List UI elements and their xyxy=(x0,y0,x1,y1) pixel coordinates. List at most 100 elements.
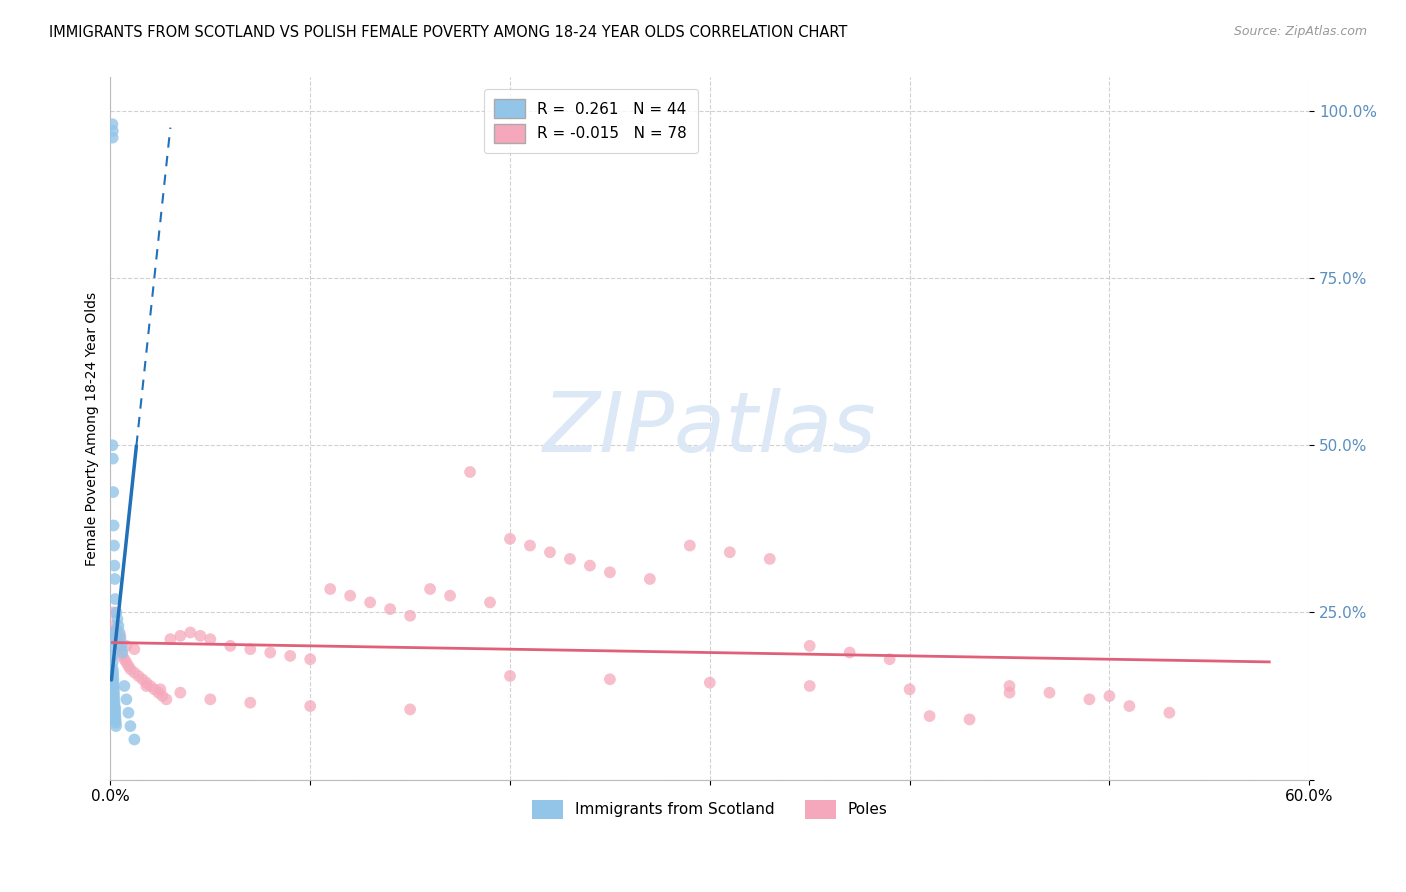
Point xyxy=(105,719,128,733)
Point xyxy=(149,682,172,697)
Point xyxy=(799,639,821,653)
Point xyxy=(239,696,262,710)
Point xyxy=(101,130,124,145)
Point xyxy=(103,675,125,690)
Point xyxy=(101,656,124,670)
Point xyxy=(135,675,157,690)
Point xyxy=(101,639,124,653)
Point xyxy=(115,639,138,653)
Point xyxy=(103,619,125,633)
Point xyxy=(419,582,441,596)
Point xyxy=(107,639,129,653)
Point xyxy=(1159,706,1181,720)
Text: IMMIGRANTS FROM SCOTLAND VS POLISH FEMALE POVERTY AMONG 18-24 YEAR OLDS CORRELAT: IMMIGRANTS FROM SCOTLAND VS POLISH FEMAL… xyxy=(49,25,848,40)
Point xyxy=(558,552,581,566)
Point xyxy=(110,632,132,647)
Point xyxy=(103,539,125,553)
Point xyxy=(579,558,602,573)
Point xyxy=(120,662,142,676)
Point xyxy=(103,689,125,703)
Point xyxy=(101,625,124,640)
Point xyxy=(159,632,181,647)
Point xyxy=(108,625,131,640)
Point xyxy=(103,682,125,697)
Point xyxy=(679,539,702,553)
Point xyxy=(104,706,127,720)
Text: ZIPatlas: ZIPatlas xyxy=(543,388,876,469)
Point xyxy=(124,642,146,657)
Point xyxy=(259,646,281,660)
Legend: Immigrants from Scotland, Poles: Immigrants from Scotland, Poles xyxy=(526,794,894,824)
Point xyxy=(599,566,621,580)
Point xyxy=(879,652,901,666)
Point xyxy=(110,629,132,643)
Point xyxy=(1038,686,1060,700)
Point xyxy=(1098,689,1121,703)
Point xyxy=(139,679,162,693)
Point xyxy=(104,572,127,586)
Point xyxy=(112,652,135,666)
Point xyxy=(499,669,522,683)
Point xyxy=(179,625,201,640)
Point xyxy=(200,692,222,706)
Point xyxy=(104,702,127,716)
Point xyxy=(103,485,125,500)
Point xyxy=(101,648,124,663)
Point xyxy=(103,558,125,573)
Point xyxy=(998,679,1021,693)
Point xyxy=(115,692,138,706)
Point xyxy=(169,686,191,700)
Point xyxy=(101,632,124,647)
Point xyxy=(169,629,191,643)
Point xyxy=(107,619,129,633)
Point xyxy=(104,700,127,714)
Point xyxy=(479,595,502,609)
Point xyxy=(117,706,139,720)
Point xyxy=(124,665,146,680)
Point xyxy=(107,612,129,626)
Point xyxy=(110,639,132,653)
Point xyxy=(998,686,1021,700)
Point xyxy=(101,451,124,466)
Y-axis label: Female Poverty Among 18-24 Year Olds: Female Poverty Among 18-24 Year Olds xyxy=(86,292,100,566)
Point xyxy=(439,589,461,603)
Point xyxy=(278,648,301,663)
Point xyxy=(101,124,124,138)
Point xyxy=(105,622,128,636)
Point xyxy=(638,572,661,586)
Point xyxy=(188,629,211,643)
Point xyxy=(143,682,166,697)
Point xyxy=(135,679,157,693)
Point xyxy=(1078,692,1101,706)
Point xyxy=(399,702,422,716)
Point xyxy=(103,518,125,533)
Point xyxy=(101,438,124,452)
Point xyxy=(699,675,721,690)
Point xyxy=(339,589,361,603)
Point xyxy=(599,673,621,687)
Point xyxy=(101,665,124,680)
Point xyxy=(838,646,860,660)
Point xyxy=(538,545,561,559)
Point xyxy=(120,719,142,733)
Point xyxy=(359,595,381,609)
Point xyxy=(458,465,481,479)
Point xyxy=(898,682,921,697)
Point xyxy=(758,552,780,566)
Point xyxy=(104,713,127,727)
Point xyxy=(155,692,177,706)
Point xyxy=(103,686,125,700)
Point xyxy=(1118,699,1140,714)
Point xyxy=(117,659,139,673)
Point xyxy=(103,669,125,683)
Point xyxy=(110,642,132,657)
Point xyxy=(101,117,124,131)
Point xyxy=(104,592,127,607)
Point xyxy=(112,679,135,693)
Point xyxy=(101,662,124,676)
Point xyxy=(104,699,127,714)
Point xyxy=(124,732,146,747)
Point xyxy=(103,692,125,706)
Point xyxy=(105,629,128,643)
Point xyxy=(150,689,173,703)
